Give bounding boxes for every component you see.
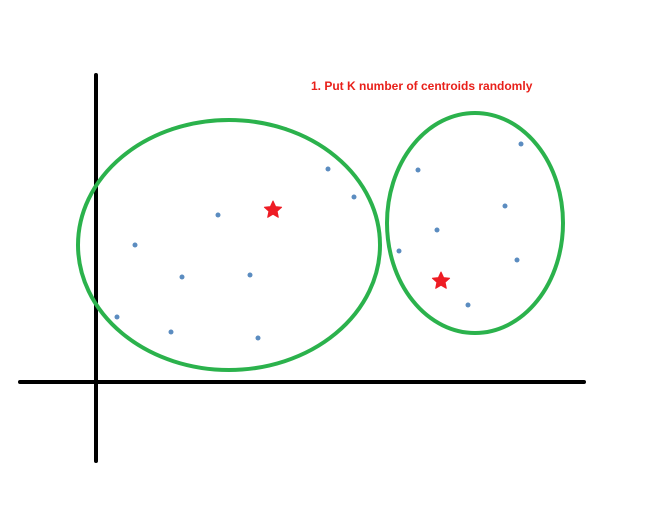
data-point xyxy=(179,274,185,280)
data-point xyxy=(247,272,253,278)
data-point xyxy=(415,167,421,173)
data-point xyxy=(132,242,138,248)
data-point xyxy=(434,227,440,233)
data-point xyxy=(325,166,331,172)
data-point xyxy=(514,257,520,263)
centroids xyxy=(263,200,451,289)
data-point xyxy=(215,212,221,218)
data-points-left-cluster xyxy=(114,166,357,341)
centroid-star-icon xyxy=(263,200,283,218)
step-caption: 1. Put K number of centroids randomly xyxy=(311,79,533,93)
data-point xyxy=(168,329,174,335)
data-points-right-cluster xyxy=(396,141,524,308)
data-point xyxy=(502,203,508,209)
cluster-outline-left xyxy=(76,118,382,372)
data-point xyxy=(351,194,357,200)
cluster-outline-right xyxy=(385,111,565,335)
data-point xyxy=(396,248,402,254)
centroid-star-icon xyxy=(431,271,451,289)
data-point xyxy=(114,314,120,320)
data-point xyxy=(255,335,261,341)
data-point xyxy=(465,302,471,308)
data-point xyxy=(518,141,524,147)
